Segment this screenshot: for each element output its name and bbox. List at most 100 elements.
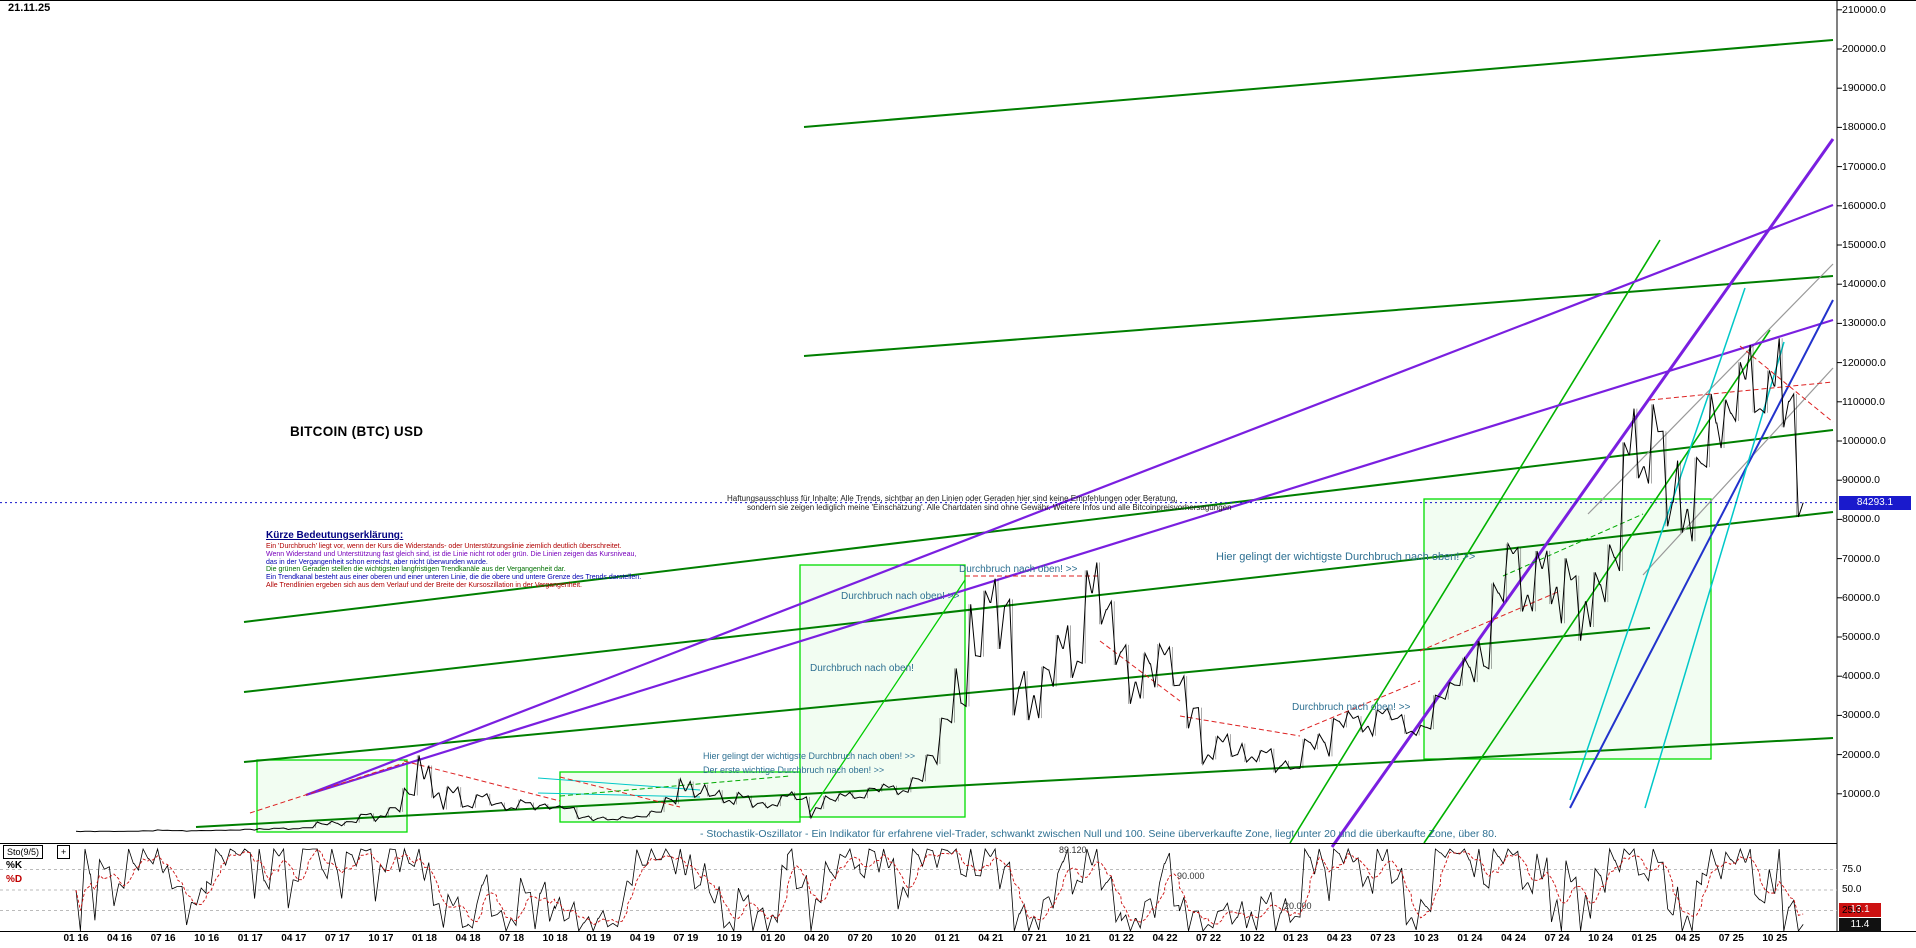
red-dashed-trend-line [249,762,405,814]
annotation-text: Durchbruch nach oben! >> [959,564,1078,575]
red-dashed-trend-line [1739,345,1834,423]
x-axis-label: 10 16 [194,933,220,944]
y-axis-label: 80000.0 [1842,513,1880,526]
highlight-box [799,564,966,818]
red-dashed-trend-line [1419,590,1561,652]
stochastic-k-value-badge: 11.4 [1839,918,1881,932]
x-axis-label: 04 21 [978,933,1004,944]
x-axis-label: 04 17 [281,933,307,944]
x-axis-label: 04 25 [1675,933,1701,944]
green-breakout-line [809,579,966,813]
x-axis-label: 01 23 [1283,933,1309,944]
x-axis-label: 10 21 [1065,933,1091,944]
x-axis-label: 07 24 [1544,933,1570,944]
annotation-text: Hier gelingt der wichtigste Durchbruch n… [1216,551,1476,563]
disclaimer-line-1: Haftungsausschluss für Inhalte: Alle Tre… [727,494,1178,503]
cyan-trend-line [537,777,701,791]
y-axis-label: 60000.0 [1842,591,1880,604]
cyan-trend-line [1644,341,1785,809]
annotation-text: Durchbruch nach oben! >> [841,591,960,602]
x-axis-label: 10 19 [716,933,742,944]
blue-trend-line [1569,299,1834,809]
stochastic-k-label: %K [6,860,23,871]
annotation-text: Durchbruch nach oben! [810,663,914,674]
y-axis-label: 150000.0 [1842,239,1886,251]
price-level-label: 90.000 [1177,871,1205,881]
y-axis-label: 10000.0 [1842,787,1880,800]
x-axis-label: 07 17 [324,933,350,944]
chart-title: BITCOIN (BTC) USD [290,424,424,439]
x-axis-label: 04 16 [107,933,133,944]
y-axis-label: 100000.0 [1842,435,1886,447]
legend-line: Alle Trendlinien ergeben sich aus dem Ve… [266,582,582,589]
y-axis-label: 120000.0 [1842,356,1886,369]
x-axis-label: 04 20 [804,933,830,944]
x-axis-label: 07 18 [499,933,525,944]
legend-line: Wenn Widerstand und Unterstützung fast g… [266,550,637,558]
chart-date-label: 21.11.25 [8,2,51,14]
green-trend-line [243,511,1834,693]
legend-line: Die grünen Geraden stellen die wichtigst… [266,566,566,574]
green-trend-line [243,429,1834,623]
y-axis-label: 110000.0 [1842,395,1886,408]
y-axis-label: 160000.0 [1842,199,1886,212]
annotation-text: Durchbruch nach oben! >> [1292,702,1411,713]
stochastic-d-label: %D [6,874,23,885]
y-axis-label: 130000.0 [1842,317,1886,330]
y-axis-label: 70000.0 [1842,552,1880,565]
y-axis-label: 50000.0 [1842,631,1880,643]
x-axis-label: 07 16 [150,933,176,944]
sto-axis-label: 75.0 [1842,863,1862,875]
green-trend-line [243,627,1651,763]
add-indicator-button[interactable]: + [57,845,71,859]
green-dashed-trend-line [559,775,791,797]
sto-axis-label: 50.0 [1842,884,1862,895]
price-level-label: 20.000 [1284,901,1312,911]
green-dashed-trend-line [1502,513,1644,577]
sto-k-line [75,847,1804,933]
y-axis-label: 20000.0 [1842,748,1880,761]
x-axis-label: 01 25 [1631,933,1657,944]
legend-line: Ein 'Durchbruch' liegt vor, wenn der Kur… [266,543,622,550]
red-dashed-trend-line [1299,680,1421,732]
x-axis-label: 07 21 [1021,933,1047,944]
stochastic-d-value-badge: 13.1 [1839,903,1881,917]
sto-d-line [75,848,1804,926]
legend-line: Ein Trendkanal besteht aus einer oberen … [266,574,642,582]
x-axis-label: 01 22 [1108,933,1134,944]
violet-trend-line [305,318,1834,797]
x-axis-label: 01 21 [934,933,960,944]
x-axis-label: 04 24 [1500,933,1526,944]
x-axis-label: 10 24 [1588,933,1614,944]
x-axis-label: 10 23 [1413,933,1439,944]
legend-title: Kürze Bedeutungserklärung: [266,530,404,541]
x-axis-label: 01 16 [63,933,89,944]
x-axis-label: 10 22 [1239,933,1265,944]
x-axis-label: 10 17 [368,933,394,944]
red-dashed-trend-line [1179,715,1301,737]
cyan-trend-line [1569,287,1746,801]
gray-trend-line [1642,367,1834,576]
price-level-label: 89.120 [1059,845,1087,855]
x-axis-label: 04 18 [455,933,481,944]
x-axis-label: 10 18 [542,933,568,944]
y-axis-label: 90000.0 [1842,474,1880,487]
x-axis-label: 04 22 [1152,933,1178,944]
current-price-badge: 84293.1 [1839,496,1911,510]
x-axis-label: 01 20 [760,933,786,944]
x-axis-label: 04 23 [1326,933,1352,944]
stochastic-description: - Stochastik-Oszillator - Ein Indikator … [700,828,1497,840]
green-channel-line [1423,329,1771,844]
y-axis-label: 30000.0 [1842,709,1880,722]
green-channel-line [1289,239,1661,844]
y-axis-label: 180000.0 [1842,121,1886,134]
stochastic-indicator-button[interactable]: Sto(9/5) [3,845,44,859]
x-axis-label: 04 19 [629,933,655,944]
y-axis-label: 210000.0 [1842,3,1886,16]
green-trend-line [803,39,1834,128]
x-axis-label: 01 24 [1457,933,1483,944]
sto-axis-label: 25.0 [1842,904,1862,916]
x-axis-label: 01 18 [411,933,437,944]
